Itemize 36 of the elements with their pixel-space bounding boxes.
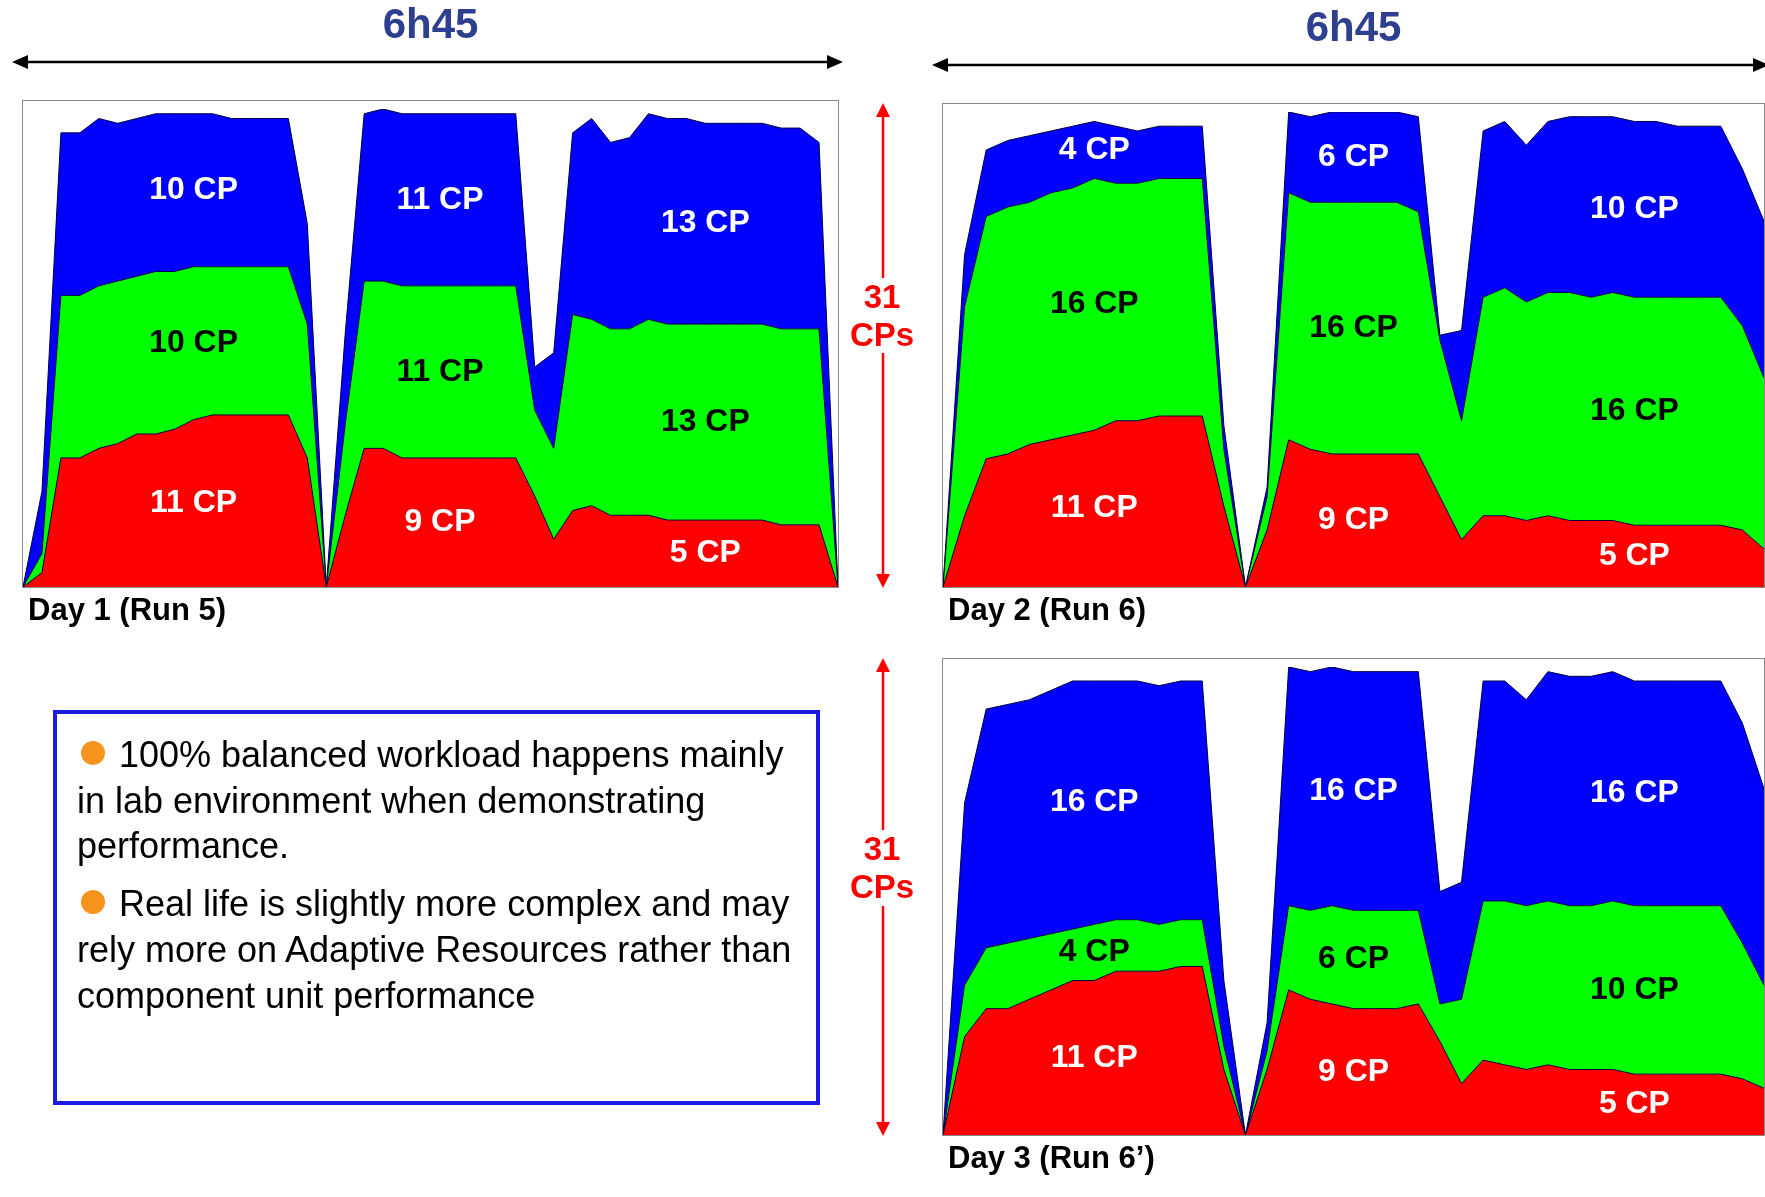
annotation: 4 CP	[1058, 129, 1130, 166]
annotation: 11 CP	[150, 483, 238, 520]
annotation: 11 CP	[396, 351, 484, 388]
annotation: 16 CP	[1590, 391, 1679, 428]
annotation: 10 CP	[149, 323, 238, 359]
annotation: 6 CP	[1318, 136, 1389, 173]
annotation: 11 CP	[396, 179, 484, 216]
x-axis-title: Day 2 (Run 6)	[948, 592, 1147, 628]
annotation: 5 CP	[1598, 1084, 1670, 1121]
annotation: 6 CP	[1318, 939, 1389, 976]
annotation: 9 CP	[1318, 500, 1389, 537]
annotation: 9 CP	[1318, 1051, 1389, 1088]
text: 100% balanced workload happens mainly in lab environment when demonstrating performance.	[77, 734, 784, 867]
annotation: 9 CP	[404, 502, 476, 539]
annotation: 11 CP	[1050, 1037, 1138, 1074]
annotation: 5 CP	[1598, 535, 1670, 572]
x-axis-title: Day 1 (Run 5)	[28, 592, 227, 628]
annotation: 13 CP	[660, 203, 750, 240]
annotation: 4 CP	[1058, 932, 1130, 969]
annotation: 5 CP	[669, 533, 741, 570]
annotation: 16 CP	[1309, 770, 1398, 807]
annotation: 16 CP	[1590, 773, 1679, 810]
chart-title: 6h45	[1304, 3, 1403, 51]
annotation: 10 CP	[1590, 189, 1679, 226]
y-axis-title: 31 CPs	[847, 277, 917, 354]
chart-title: 6h45	[381, 0, 480, 48]
text: Real life is slightly more complex and may rely more on Adaptive Resources rather than component unit performance	[77, 883, 792, 1016]
annotation: 16 CP	[1049, 284, 1139, 321]
x-axis-title: Day 3 (Run 6’)	[948, 1140, 1155, 1176]
annotation: 11 CP	[1050, 488, 1138, 525]
annotation: 16 CP	[1049, 782, 1139, 819]
annotation: 13 CP	[660, 401, 750, 438]
y-axis-title: 31 CPs	[847, 830, 917, 906]
annotation: 10 CP	[149, 170, 238, 207]
annotation: 10 CP	[1590, 969, 1679, 1006]
annotation: 16 CP	[1309, 307, 1398, 344]
